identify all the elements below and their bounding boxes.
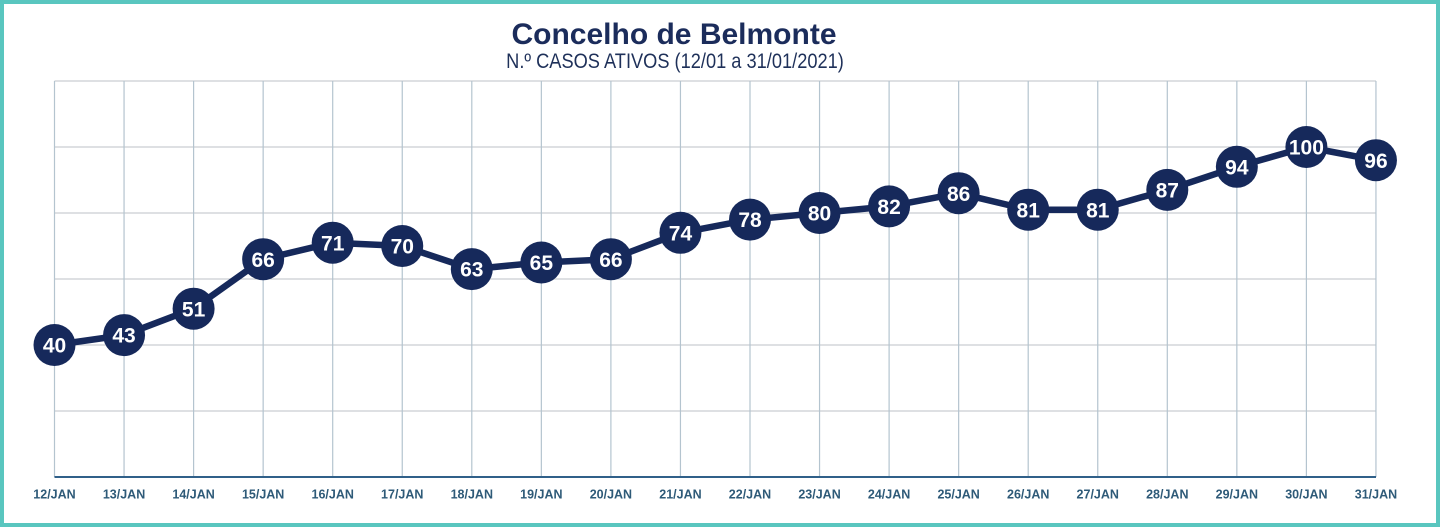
svg-text:31/JAN: 31/JAN <box>1355 488 1397 502</box>
svg-text:20/JAN: 20/JAN <box>590 488 632 502</box>
svg-text:66: 66 <box>599 249 622 272</box>
svg-text:70: 70 <box>391 236 414 259</box>
svg-text:82: 82 <box>877 196 900 219</box>
svg-text:66: 66 <box>251 249 274 272</box>
svg-text:71: 71 <box>321 232 345 255</box>
svg-text:63: 63 <box>460 259 483 282</box>
svg-text:29/JAN: 29/JAN <box>1216 488 1258 502</box>
svg-text:22/JAN: 22/JAN <box>729 488 771 502</box>
svg-text:81: 81 <box>1086 199 1110 222</box>
svg-text:30/JAN: 30/JAN <box>1285 488 1327 502</box>
svg-text:12/JAN: 12/JAN <box>33 488 75 502</box>
svg-text:13/JAN: 13/JAN <box>103 488 145 502</box>
svg-text:86: 86 <box>947 183 970 206</box>
svg-text:87: 87 <box>1156 180 1179 203</box>
svg-text:17/JAN: 17/JAN <box>381 488 423 502</box>
svg-text:24/JAN: 24/JAN <box>868 488 910 502</box>
svg-text:51: 51 <box>182 298 206 321</box>
svg-text:40: 40 <box>43 335 66 358</box>
svg-text:100: 100 <box>1289 137 1324 160</box>
svg-text:15/JAN: 15/JAN <box>242 488 284 502</box>
svg-text:25/JAN: 25/JAN <box>937 488 979 502</box>
svg-text:28/JAN: 28/JAN <box>1146 488 1188 502</box>
svg-text:14/JAN: 14/JAN <box>172 488 214 502</box>
svg-text:16/JAN: 16/JAN <box>312 488 354 502</box>
svg-text:65: 65 <box>530 252 554 275</box>
svg-text:80: 80 <box>808 203 831 226</box>
svg-text:81: 81 <box>1017 199 1041 222</box>
svg-text:23/JAN: 23/JAN <box>798 488 840 502</box>
svg-text:19/JAN: 19/JAN <box>520 488 562 502</box>
svg-text:96: 96 <box>1364 150 1387 173</box>
svg-text:18/JAN: 18/JAN <box>451 488 493 502</box>
svg-text:78: 78 <box>738 209 762 232</box>
svg-text:94: 94 <box>1225 156 1249 179</box>
svg-text:43: 43 <box>112 325 135 348</box>
svg-text:74: 74 <box>669 222 693 245</box>
svg-text:26/JAN: 26/JAN <box>1007 488 1049 502</box>
svg-text:21/JAN: 21/JAN <box>659 488 701 502</box>
svg-text:27/JAN: 27/JAN <box>1077 488 1119 502</box>
